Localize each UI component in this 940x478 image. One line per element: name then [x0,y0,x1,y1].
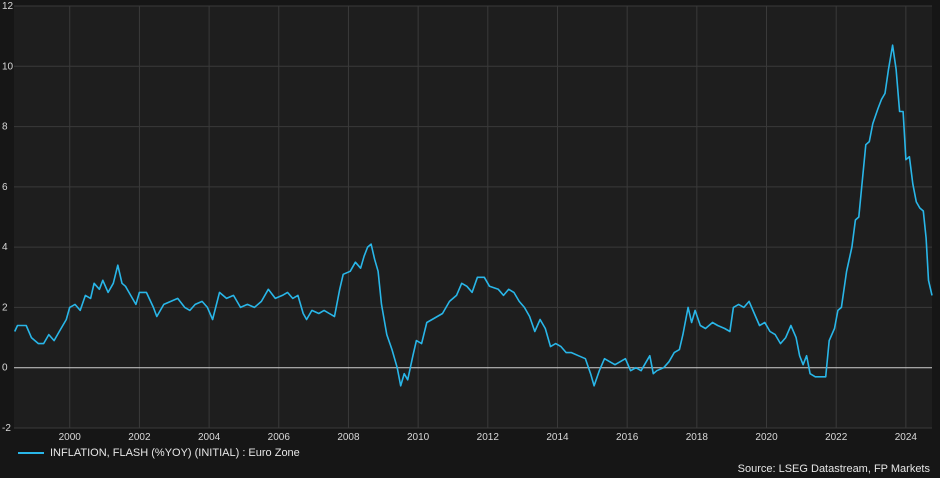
y-tick-label: 0 [2,363,8,374]
y-tick-label: -2 [2,423,11,434]
x-tick-label: 2000 [59,432,82,443]
series-layer [13,44,933,387]
y-tick-label: 12 [2,1,14,12]
x-tick-label: 2010 [407,432,430,443]
x-tick-label: 2008 [337,432,360,443]
legend-label: INFLATION, FLASH (%YOY) (INITIAL) : Euro… [50,447,300,459]
series-line [13,44,933,387]
y-tick-label: 2 [2,302,8,313]
y-axis-ticks: -2 0 2 4 6 8 10 12 [2,1,14,434]
x-tick-label: 2012 [477,432,500,443]
x-axis-ticks: 2000 2002 2004 2006 2008 2010 2012 2014 2016 2018… [59,432,918,443]
x-tick-label: 2018 [686,432,709,443]
y-tick-label: 8 [2,122,8,133]
legend: INFLATION, FLASH (%YOY) (INITIAL) : Euro… [18,447,300,459]
y-tick-label: 6 [2,182,8,193]
x-tick-label: 2014 [546,432,569,443]
y-tick-label: 10 [2,61,14,72]
x-tick-label: 2004 [198,432,221,443]
x-tick-label: 2024 [895,432,918,443]
x-tick-label: 2022 [825,432,848,443]
x-tick-label: 2020 [755,432,778,443]
x-tick-label: 2002 [128,432,151,443]
source-note: Source: LSEG Datastream, FP Markets [737,463,930,475]
x-tick-label: 2006 [268,432,291,443]
legend-line-icon [18,452,44,454]
y-tick-label: 4 [2,242,8,253]
plot-area [14,6,932,428]
gridlines [14,5,932,429]
x-tick-label: 2016 [616,432,639,443]
